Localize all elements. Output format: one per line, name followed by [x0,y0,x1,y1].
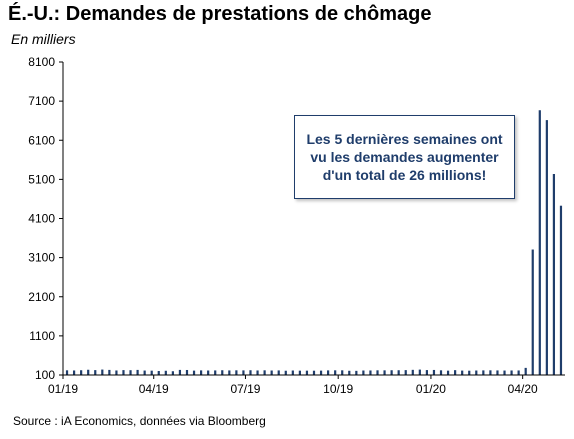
bar [129,370,132,375]
bar [192,370,196,375]
bar [461,370,464,375]
y-tick-labels: 100 1100 2100 3100 4100 5100 6100 7100 8100 [28,55,55,382]
bar [263,370,266,375]
bar [284,370,287,375]
y-tick-label: 3100 [28,251,55,265]
bar [425,370,428,375]
bar [510,370,513,375]
bar [178,369,182,375]
source-note: Source : iA Economics, données via Bloom… [13,414,266,428]
bar [319,370,323,375]
bar [242,370,245,375]
bar [446,370,450,375]
bar [87,369,90,375]
bar [397,370,400,375]
bar [432,369,436,375]
bar [559,205,563,375]
chart-title: É.-U.: Demandes de prestations de chômag… [8,3,432,25]
y-tick-label: 1100 [29,329,55,343]
bar [136,369,139,375]
bar [305,370,309,375]
bar [115,370,118,375]
bar [341,370,344,375]
bar [355,370,358,375]
bar [369,370,372,375]
bar [482,370,485,375]
bar [164,370,167,375]
bar [171,371,174,375]
x-tick-label: 01/19 [48,382,78,396]
y-tick-label: 2100 [28,290,55,304]
chart-subtitle: En milliers [11,31,76,47]
bar [72,370,76,375]
bar [468,370,471,375]
bar [214,370,217,375]
bar [291,370,294,375]
bar [439,370,443,375]
bar [517,370,520,375]
x-tick-label: 10/19 [323,382,353,396]
bar [538,110,541,376]
bar [503,370,506,375]
x-tick-labels: 01/19 04/19 07/19 10/19 01/20 04/20 [48,382,538,396]
bar [256,370,259,375]
y-tick-label: 8100 [28,55,55,69]
bar [489,370,492,375]
bar [552,174,556,375]
bar [475,370,478,375]
bar [221,370,224,375]
bar [418,369,421,375]
bar [383,370,386,375]
bar [348,370,351,375]
bar [80,370,83,375]
x-tick-label: 04/20 [508,382,538,396]
annotation-box: Les 5 dernières semaines ont vu les dema… [294,115,515,199]
bar [228,370,231,375]
bar [298,370,301,375]
bar [185,369,189,375]
bar [496,370,499,375]
y-tick-label: 100 [35,368,55,382]
bar [143,370,146,375]
bar [235,370,238,375]
bar [157,371,160,375]
bar [122,370,125,375]
bar [404,370,407,375]
bar [454,370,457,375]
y-tick-label: 4100 [28,212,55,226]
bar [277,370,280,375]
bar [376,370,379,375]
x-tick-label: 04/19 [139,382,169,396]
bar [270,370,273,375]
bar [200,370,203,375]
bar [312,370,316,375]
bar [524,367,527,375]
bar [94,370,97,375]
x-tick-label: 07/19 [230,382,260,396]
x-tick-label: 01/20 [416,382,446,396]
bar [207,370,210,375]
bar [362,370,365,375]
bar [65,370,69,375]
y-tick-label: 5100 [28,172,55,186]
bar [411,369,414,375]
bar [327,370,330,375]
bar [108,369,111,375]
bar-series [65,110,563,376]
bar [545,120,548,375]
y-tick-label: 6100 [28,133,55,147]
y-tick-label: 7100 [28,94,55,108]
bar [249,370,252,375]
axes [59,61,565,379]
bar [390,370,393,375]
bar [101,369,104,375]
bar [150,370,153,375]
bar [531,249,534,375]
bar [334,370,337,375]
